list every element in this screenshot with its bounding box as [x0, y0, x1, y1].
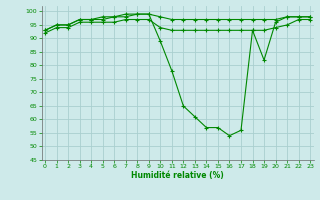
X-axis label: Humidité relative (%): Humidité relative (%) [131, 171, 224, 180]
